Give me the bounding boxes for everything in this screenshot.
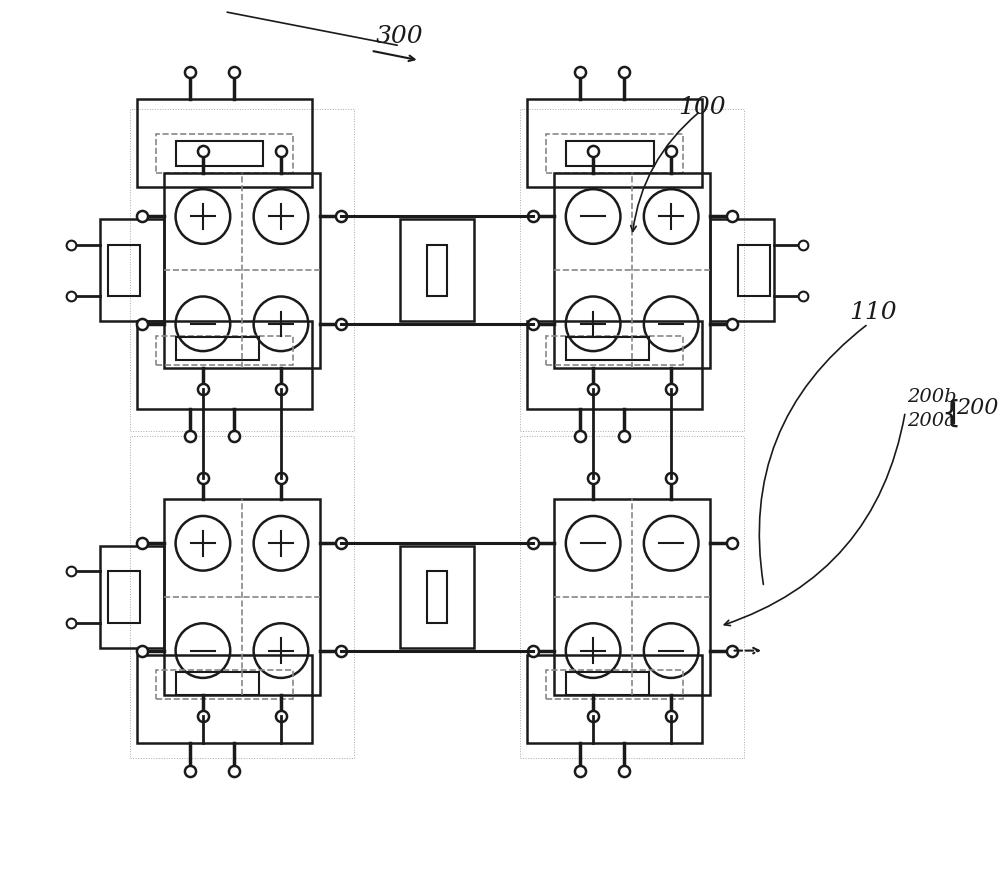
Bar [156,670,293,699]
Bar [738,245,770,296]
Text: 100: 100 [679,96,726,119]
Bar [710,219,774,321]
Bar [520,436,744,758]
Bar [176,141,263,165]
Bar [520,109,744,431]
Bar [427,245,447,296]
Bar [566,141,654,165]
Bar [164,172,320,368]
Bar [137,321,312,408]
Bar [546,133,683,172]
Bar [137,656,312,743]
Bar [176,337,259,360]
Bar [400,219,474,321]
Bar [130,109,354,431]
Text: 200a: 200a [907,412,956,430]
Bar [554,499,710,694]
Bar [130,436,354,758]
Bar [100,546,164,648]
Text: {: { [941,399,961,428]
Bar [427,571,447,623]
Text: 200: 200 [956,396,998,419]
Bar [546,670,683,699]
Bar [546,335,683,365]
Bar [100,219,164,321]
Bar [108,245,140,296]
Bar [554,172,710,368]
Bar [156,335,293,365]
Bar [176,672,259,694]
Bar [108,571,140,623]
Bar [527,99,702,187]
Bar [156,133,293,172]
Bar [527,656,702,743]
Bar [400,546,474,648]
Bar [137,99,312,187]
Bar [566,672,649,694]
Text: 200b: 200b [907,388,957,406]
Text: 110: 110 [849,300,897,324]
Text: 300: 300 [376,25,424,48]
Bar [566,337,649,360]
Bar [164,499,320,694]
Bar [527,321,702,408]
